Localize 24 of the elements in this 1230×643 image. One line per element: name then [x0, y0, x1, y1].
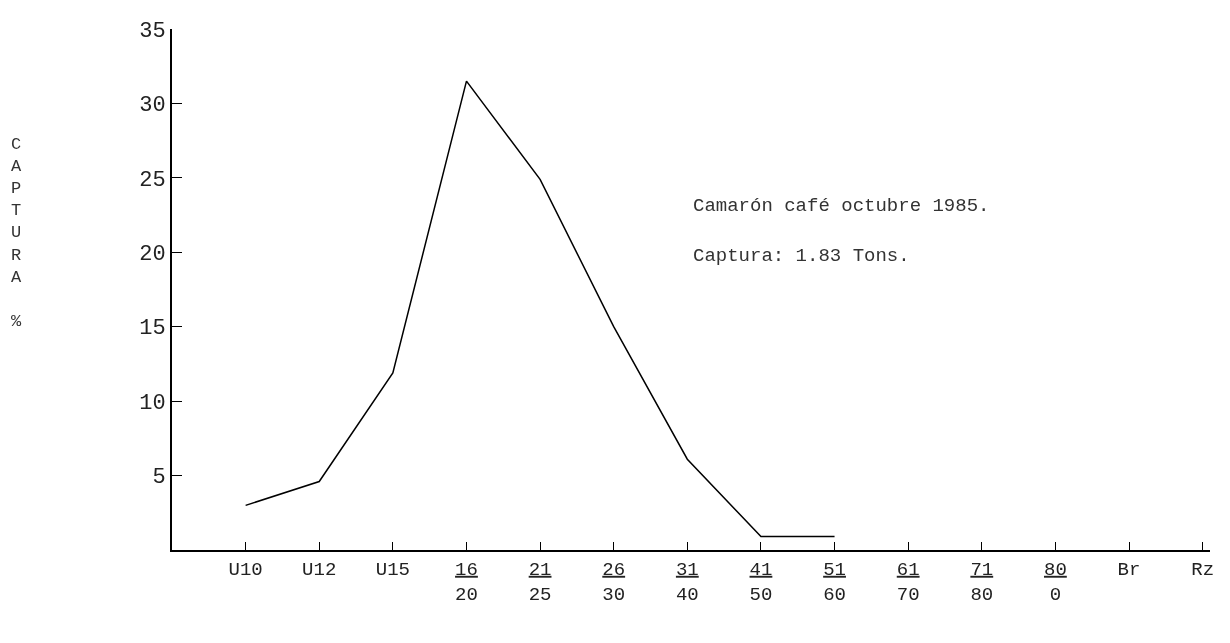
y-tick-label: 25 — [139, 167, 166, 193]
y-tick-label: 15 — [139, 316, 166, 342]
x-tick-label: Rz — [1191, 558, 1215, 581]
x-tick-label: 80 0 — [1043, 558, 1067, 606]
y-tick-label: 10 — [139, 390, 166, 416]
x-tick-label: 31 40 — [675, 558, 699, 606]
y-tick-label: 20 — [139, 241, 166, 267]
y-tick-label: 30 — [139, 93, 166, 119]
x-tick-label: 21 25 — [528, 558, 552, 606]
x-tick-label: 41 50 — [749, 558, 773, 606]
y-tick-label: 5 — [152, 465, 166, 491]
x-tick-label: 71 80 — [970, 558, 994, 606]
annotation: Captura: 1.83 Tons. — [693, 245, 910, 267]
x-tick-label: U15 — [375, 558, 410, 581]
annotation: Camarón café octubre 1985. — [693, 195, 990, 217]
text: CAPTURA % — [11, 135, 22, 331]
x-tick-label: 51 60 — [823, 558, 846, 606]
x-tick-label: 61 70 — [896, 558, 920, 606]
x-tick-label: U12 — [302, 558, 337, 581]
x-tick-label: U10 — [228, 558, 263, 581]
x-tick-label: 26 30 — [602, 558, 626, 606]
x-tick-label: Br — [1117, 558, 1141, 581]
x-tick-label: 16 20 — [455, 558, 478, 606]
y-tick-label: 35 — [139, 18, 166, 44]
